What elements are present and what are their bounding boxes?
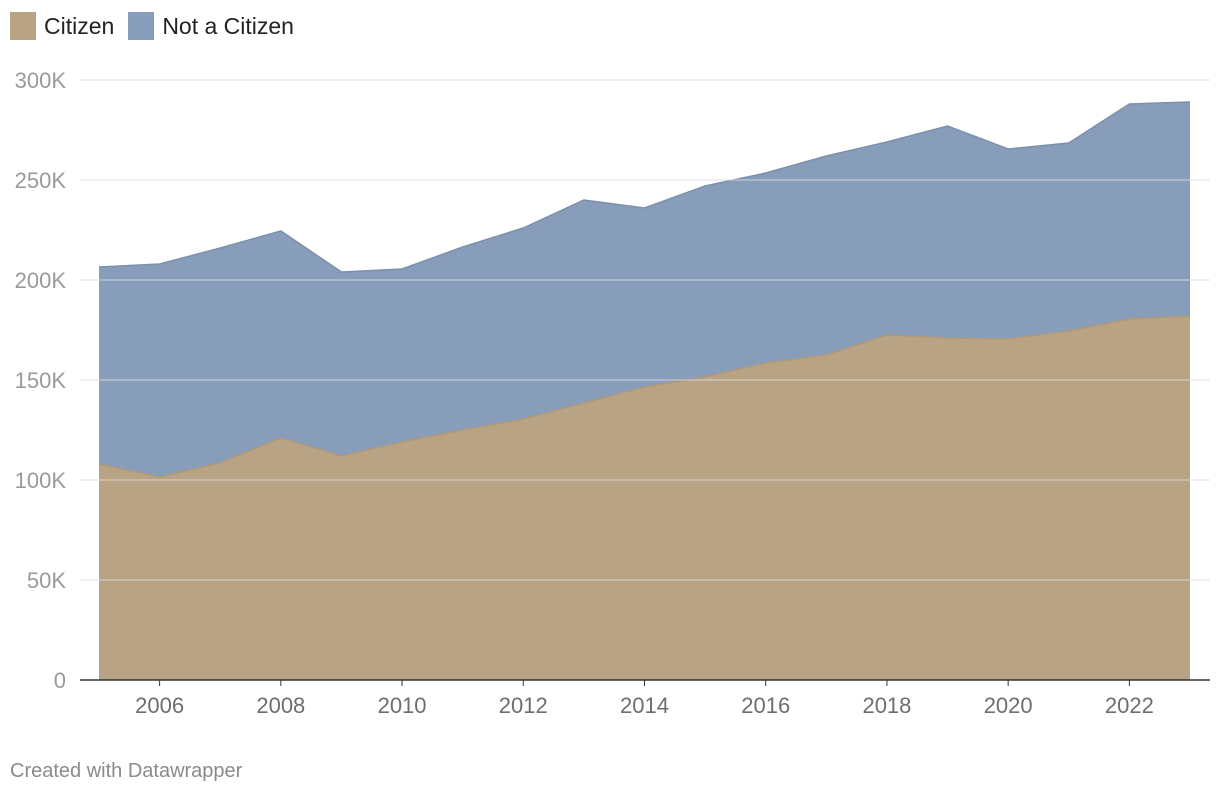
x-tick-label: 2012 <box>499 693 548 718</box>
series-line-citizen <box>98 315 1191 478</box>
y-tick-label: 100K <box>15 468 67 493</box>
x-tick-label: 2010 <box>378 693 427 718</box>
y-tick-label: 150K <box>15 368 67 393</box>
legend-swatch-citizen <box>10 12 36 40</box>
y-tick-label: 0 <box>54 668 66 693</box>
legend-swatch-not-citizen <box>128 12 155 40</box>
legend-label-not-citizen: Not a Citizen <box>162 12 294 39</box>
y-tick-label: 250K <box>15 168 67 193</box>
x-tick-label: 2014 <box>620 693 669 718</box>
y-tick-label: 300K <box>15 68 67 93</box>
y-tick-label: 200K <box>15 268 67 293</box>
series-area-not-citizen <box>99 102 1190 477</box>
x-tick-label: 2018 <box>862 693 911 718</box>
legend-item-not-citizen: Not a Citizen <box>128 12 294 40</box>
legend: Citizen Not a Citizen <box>10 12 308 40</box>
x-tick-label: 2022 <box>1105 693 1154 718</box>
x-tick-label: 2016 <box>741 693 790 718</box>
x-tick-label: 2020 <box>984 693 1033 718</box>
x-tick-label: 2006 <box>135 693 184 718</box>
legend-item-citizen: Citizen <box>10 12 114 40</box>
y-tick-label: 50K <box>27 568 66 593</box>
series-line-not-citizen <box>98 101 1191 273</box>
credit-footer: Created with Datawrapper <box>10 760 243 782</box>
legend-label-citizen: Citizen <box>44 12 115 39</box>
series-area-citizen <box>99 316 1190 680</box>
x-tick-label: 2008 <box>256 693 305 718</box>
